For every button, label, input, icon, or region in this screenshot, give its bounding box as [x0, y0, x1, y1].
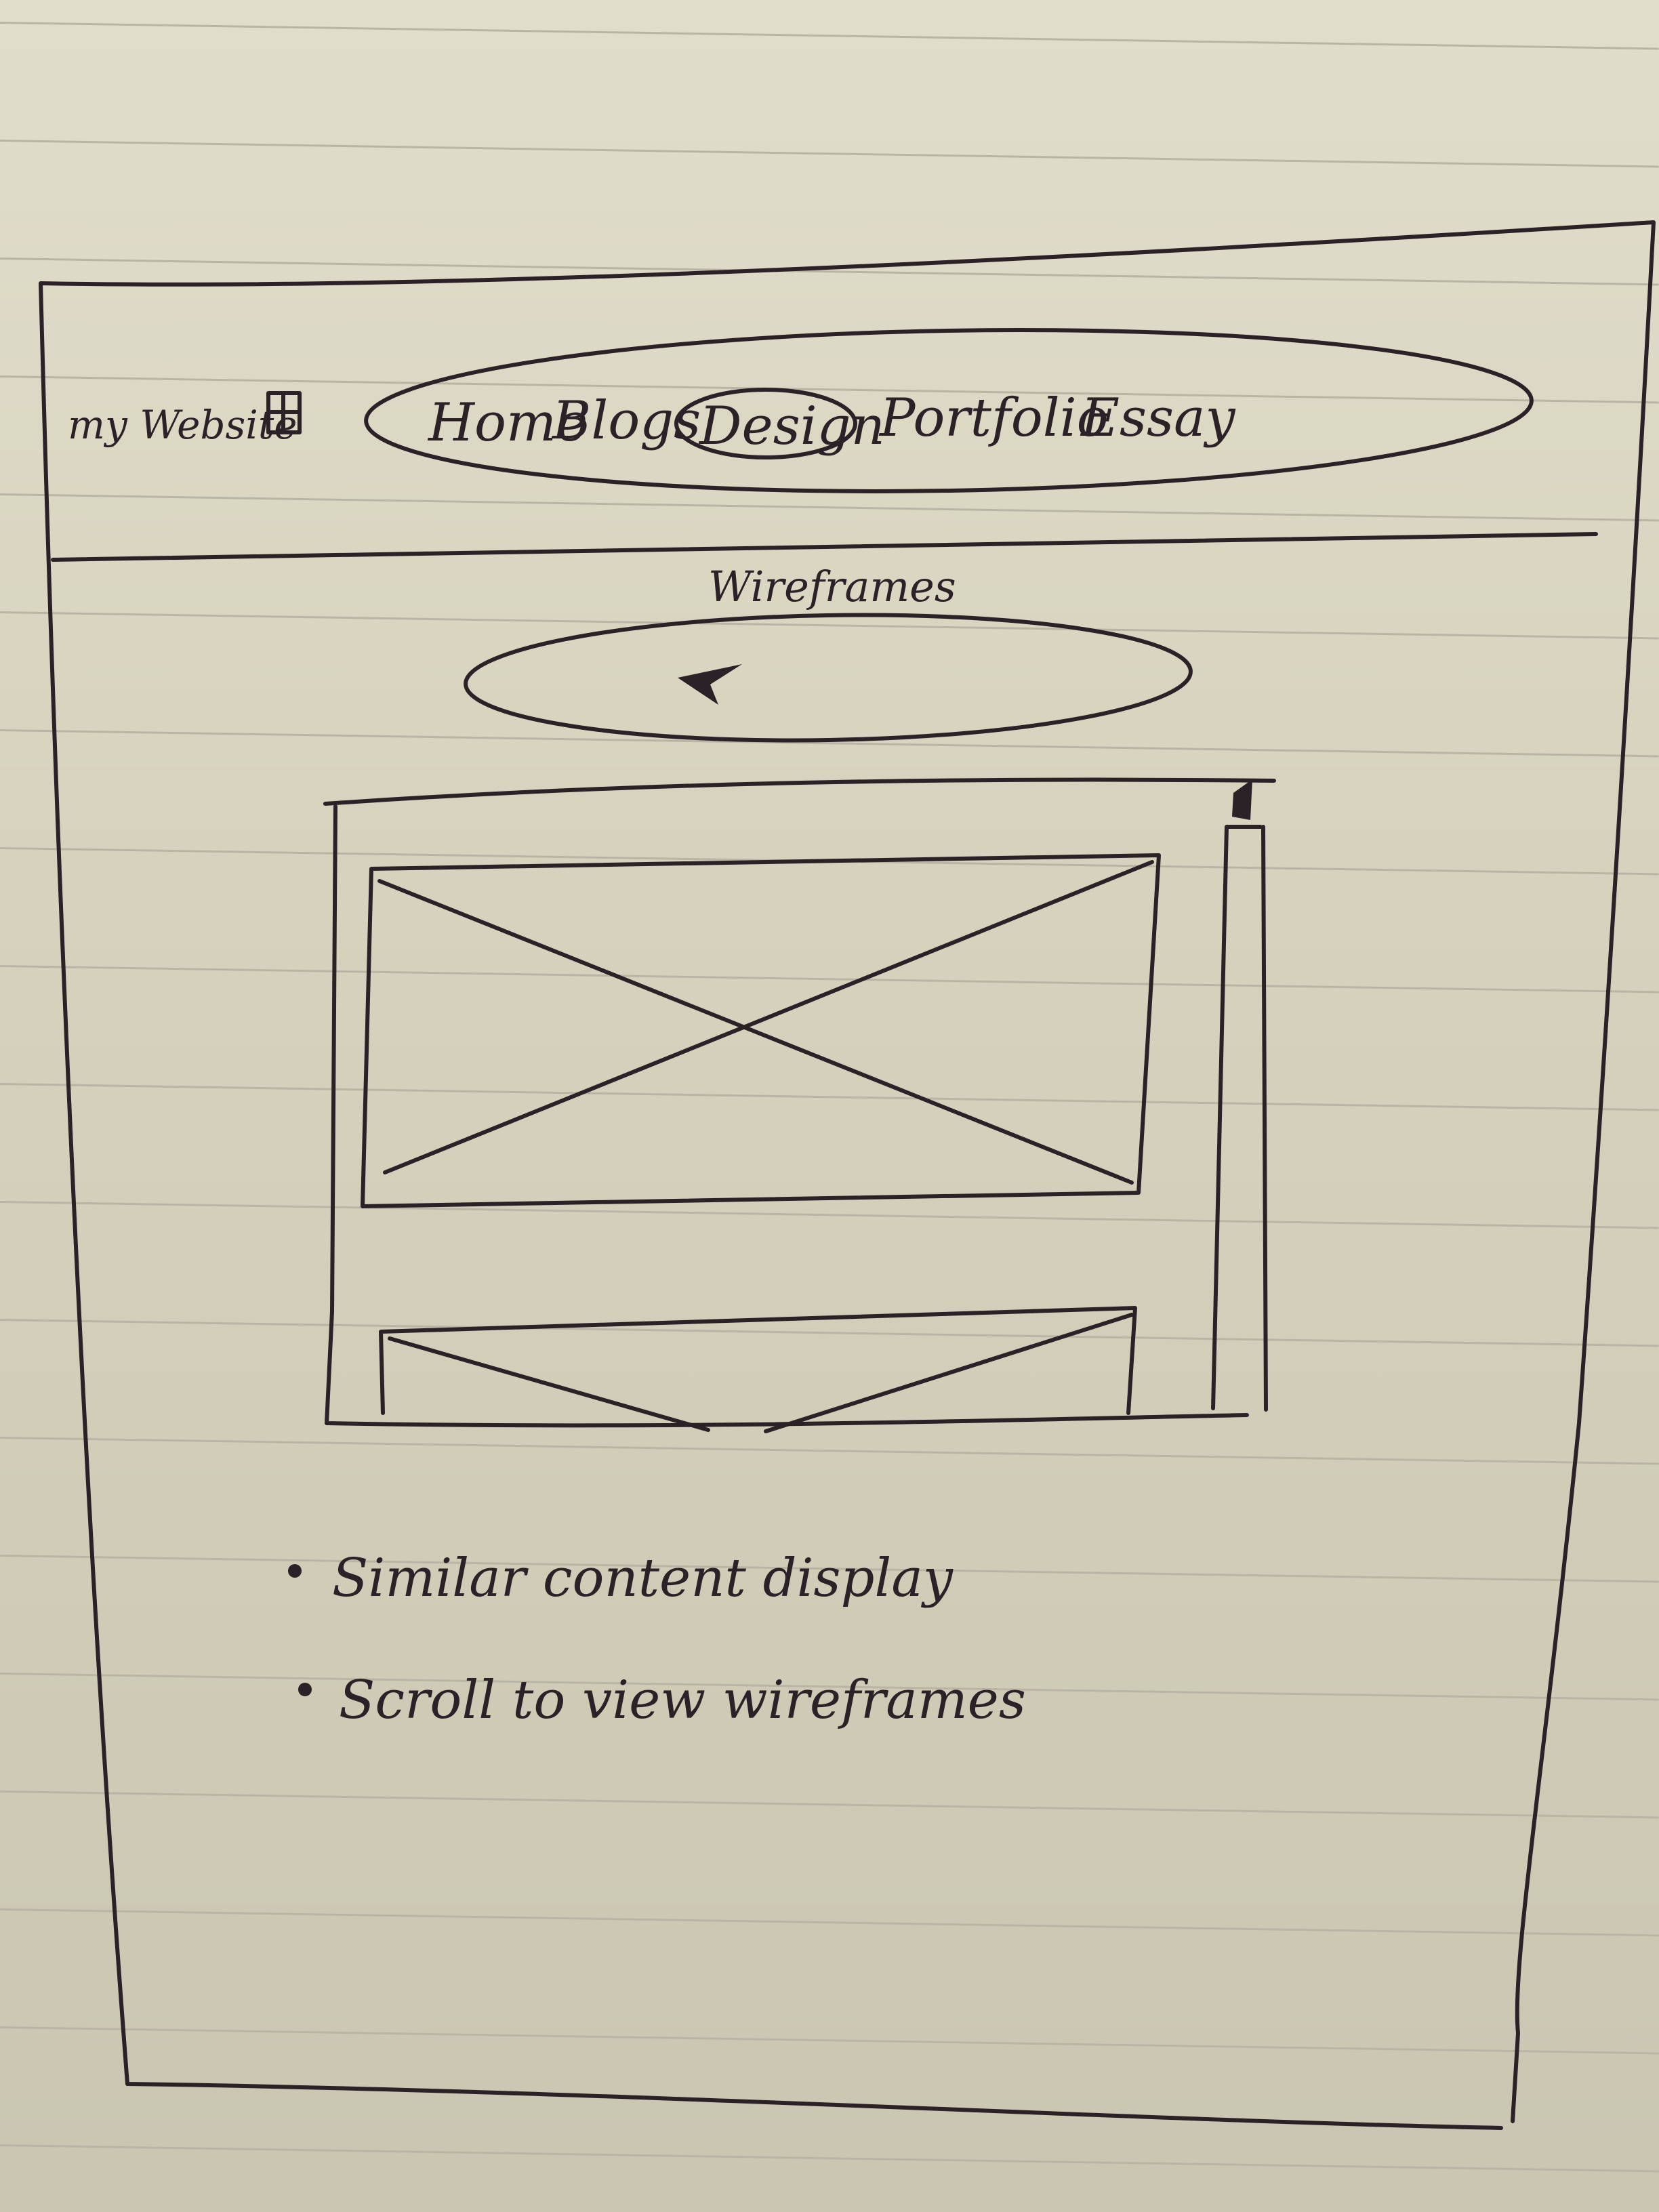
page-frame: [39, 220, 1656, 2130]
arrow-icon: [678, 664, 742, 705]
carousel-control-outline: [464, 613, 1193, 743]
scrollbar-thumb: [1232, 779, 1252, 820]
active-tab-outline: [674, 388, 857, 459]
bullet-similar-content: Similar content display: [332, 1548, 953, 1609]
nav-pill-outline: [364, 328, 1534, 493]
nav-home[interactable]: Home: [428, 392, 588, 453]
preview-window: [323, 777, 1276, 1428]
bullet-dot: [288, 1564, 302, 1578]
header-divider: [51, 532, 1598, 562]
image-placeholder-1: [361, 853, 1161, 1208]
nav-essay[interactable]: Essay: [1081, 388, 1235, 449]
nav-portfolio[interactable]: Portfolio: [880, 388, 1109, 449]
section-title: Wireframes: [708, 562, 956, 611]
bullet-dot: [298, 1683, 312, 1696]
site-logo-text[interactable]: my Website: [68, 402, 298, 448]
nav-design[interactable]: Design: [699, 396, 885, 457]
image-placeholder-2: [379, 1306, 1137, 1433]
nav-blogs[interactable]: Blogs: [552, 390, 701, 451]
scrollbar-track: [1211, 825, 1263, 1410]
grid-icon: [266, 391, 302, 434]
bullet-scroll-wireframes: Scroll to view wireframes: [339, 1670, 1026, 1731]
